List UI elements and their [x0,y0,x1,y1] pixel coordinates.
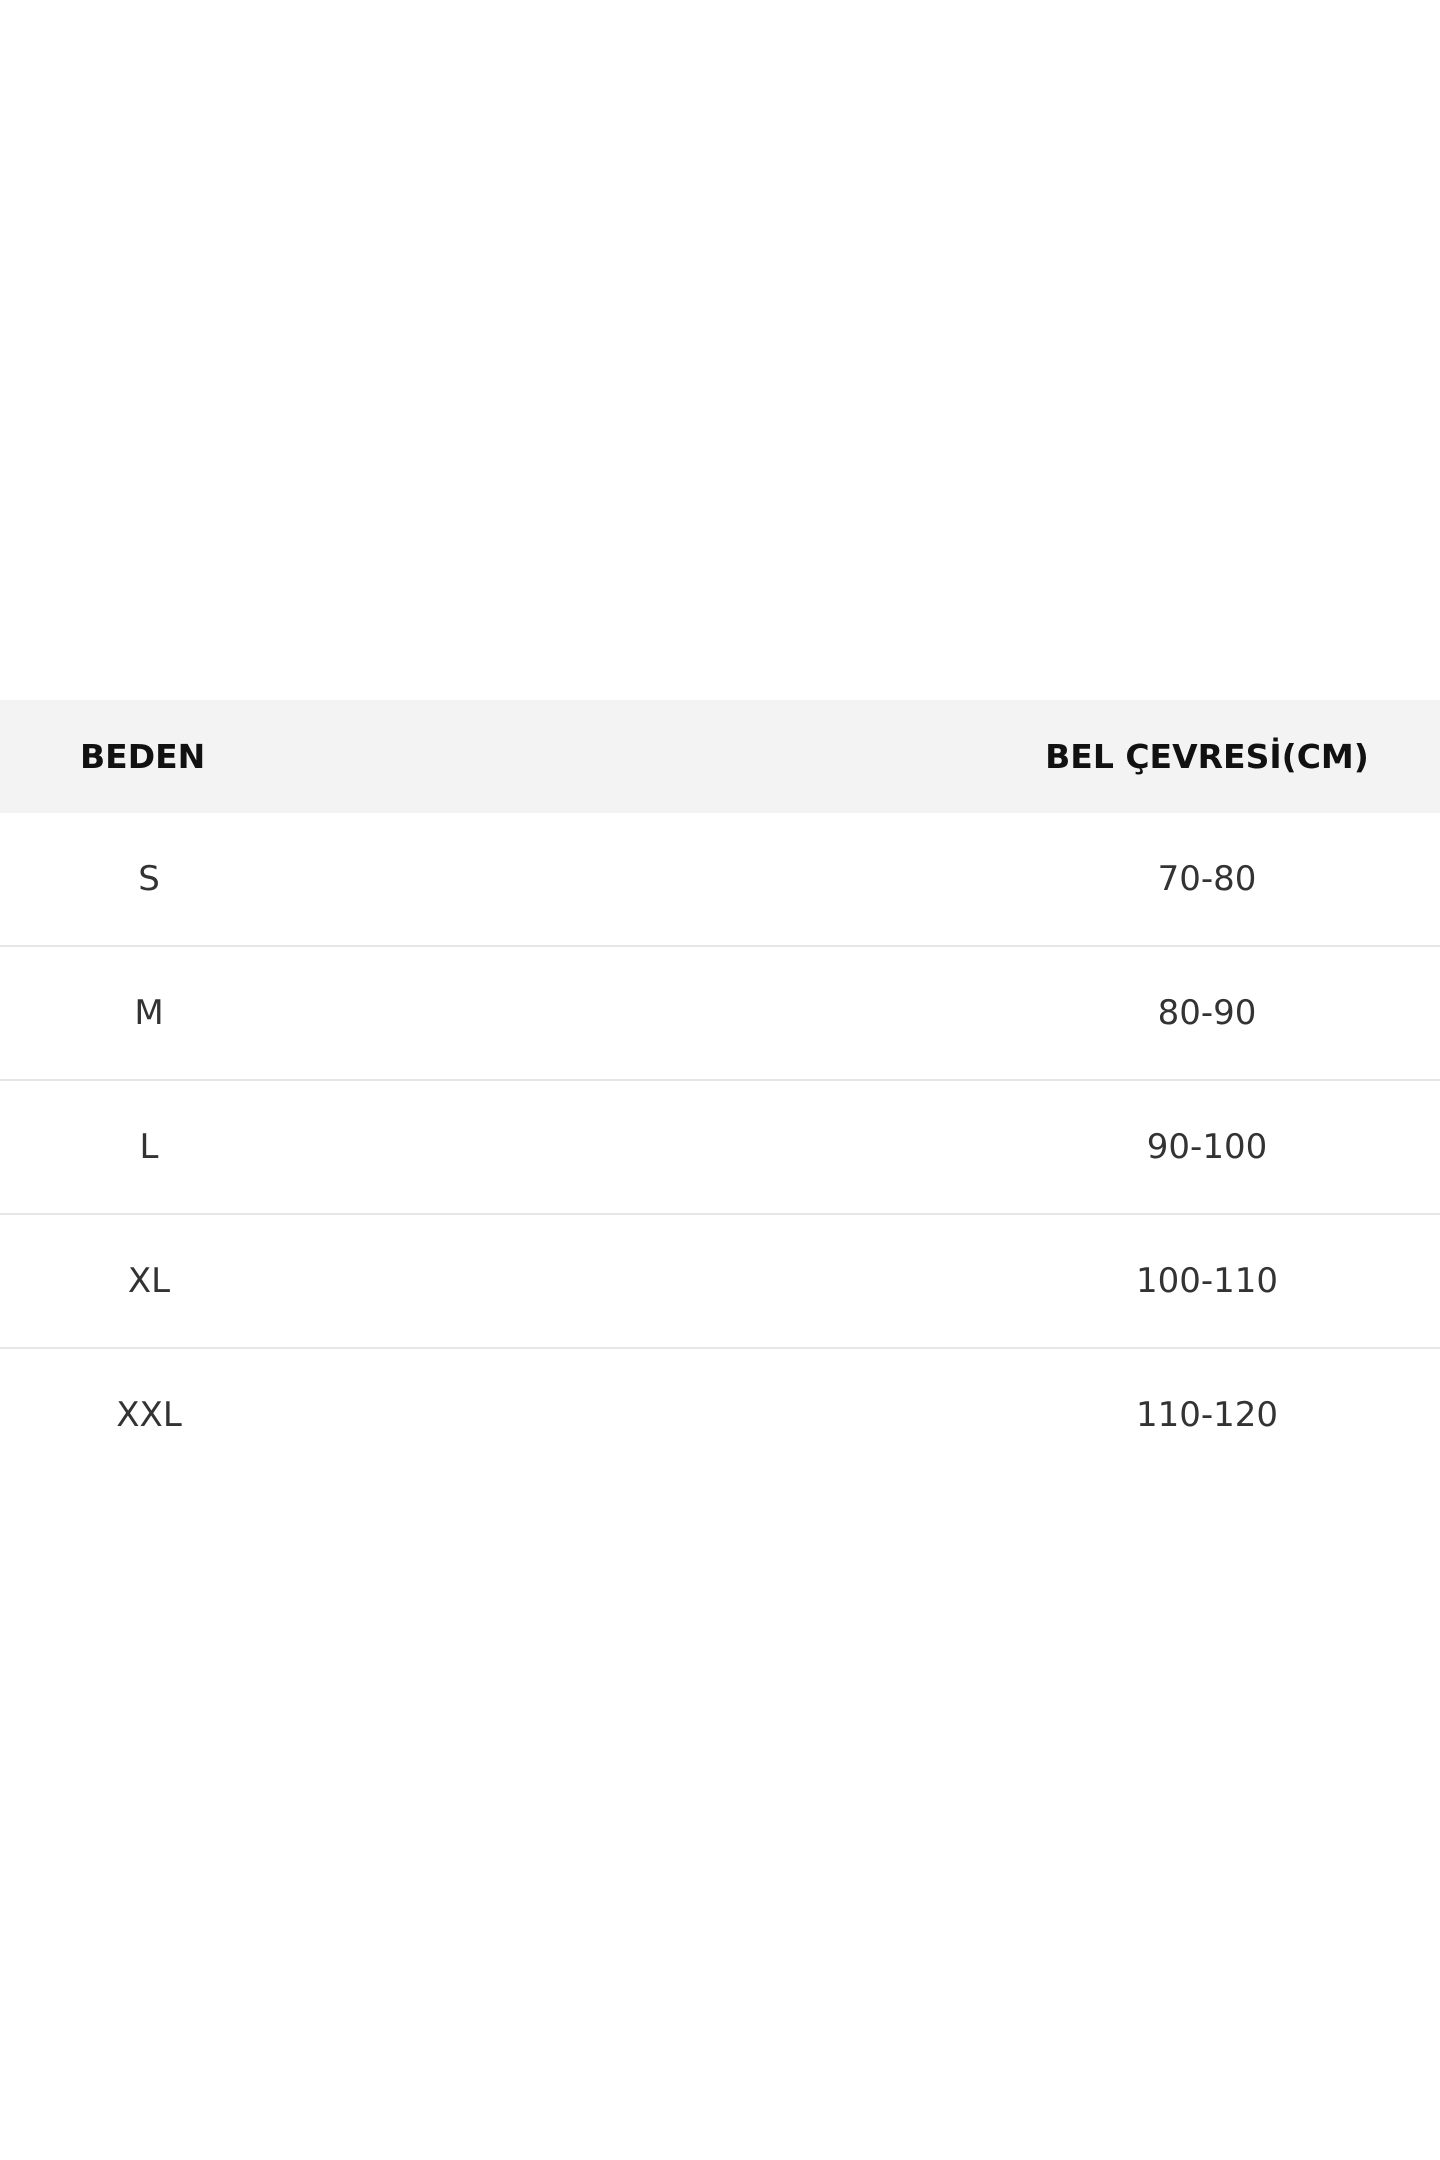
size-cell: S [138,859,160,899]
table-row: XL 100-110 [0,1215,1440,1349]
table-row: S 70-80 [0,813,1440,947]
table-header: BEDEN BEL ÇEVRESİ(CM) [0,700,1440,813]
size-cell: M [134,993,164,1033]
size-cell: L [139,1127,159,1167]
waist-cell: 110-120 [1135,1395,1279,1435]
waist-cell: 70-80 [1157,859,1257,899]
table-row: L 90-100 [0,1081,1440,1215]
waist-cell: 80-90 [1157,993,1257,1033]
waist-cell: 90-100 [1146,1127,1268,1167]
size-cell: XXL [116,1395,182,1435]
header-size: BEDEN [80,737,206,776]
size-chart-table: BEDEN BEL ÇEVRESİ(CM) S 70-80 M 80-90 L … [0,700,1440,1481]
header-waist: BEL ÇEVRESİ(CM) [1045,737,1369,776]
size-cell: XL [127,1261,171,1301]
table-row: M 80-90 [0,947,1440,1081]
waist-cell: 100-110 [1135,1261,1279,1301]
table-row: XXL 110-120 [0,1349,1440,1481]
